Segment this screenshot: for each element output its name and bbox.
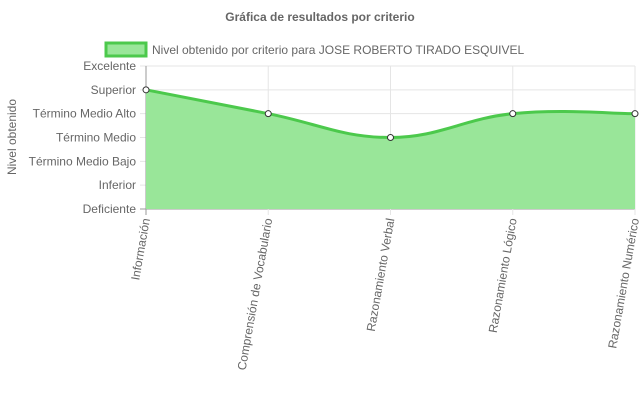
data-points <box>142 86 639 141</box>
data-point[interactable] <box>264 110 272 118</box>
x-tick-label: Razonamiento Numérico <box>605 217 639 350</box>
y-tick-label: Término Medio Alto <box>33 107 137 121</box>
y-tick-label: Excelente <box>83 59 136 73</box>
y-tick-label: Término Medio Bajo <box>29 154 137 168</box>
data-point[interactable] <box>142 86 150 94</box>
chart-title: Gráfica de resultados por criterio <box>225 10 414 24</box>
x-tick-label: Comprensión de Vocabulario <box>235 217 276 372</box>
legend-swatch <box>104 41 148 58</box>
data-point[interactable] <box>387 134 394 141</box>
x-tick-labels: Información Comprensión de Vocabulario Raz… <box>128 217 639 372</box>
y-tick-label: Inferior <box>99 178 136 192</box>
legend[interactable]: Nivel obtenido por criterio para JOSE RO… <box>104 41 524 58</box>
data-point[interactable] <box>631 110 639 118</box>
y-tick-label: Superior <box>91 83 136 97</box>
x-tick-label: Información <box>128 217 153 281</box>
x-tick-label: Razonamiento Verbal <box>364 217 398 332</box>
y-tick-label: Término Medio <box>56 131 136 145</box>
y-tick-label: Deficiente <box>83 202 137 216</box>
series-area-fill <box>146 89 635 209</box>
y-tick-labels: Deficiente Inferior Término Medio Bajo Térm… <box>29 59 137 216</box>
legend-label: Nivel obtenido por criterio para JOSE RO… <box>152 43 524 57</box>
x-tick-label: Razonamiento Lógico <box>486 217 520 334</box>
data-point[interactable] <box>509 110 517 118</box>
y-axis-label: Nivel obtenido <box>5 99 19 175</box>
